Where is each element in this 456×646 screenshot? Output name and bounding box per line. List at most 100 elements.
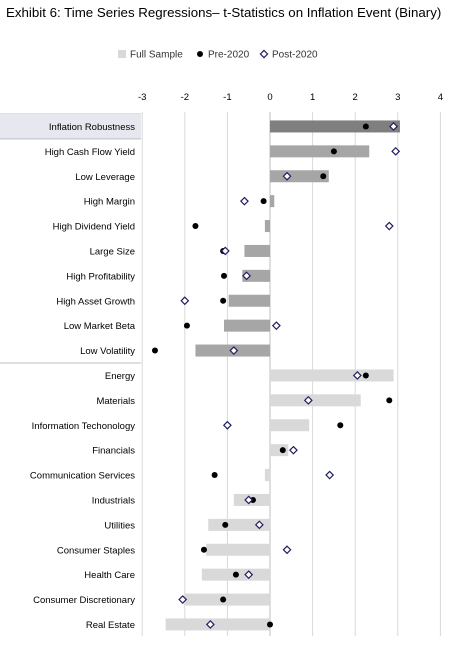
marker-post-2020-energy [352, 371, 362, 380]
marker-post-2020-consumer-staples [282, 545, 292, 555]
category-label-communication-services: Communication Services [30, 471, 135, 482]
marker-post-2020-inflation-robustness [389, 122, 398, 131]
marker-pre-2020-high-profitability [220, 272, 227, 279]
bar-full-sample-low-market-beta [223, 319, 270, 332]
category-label-information-techonology: Information Techonology [32, 421, 136, 432]
bar-full-sample-high-cash-flow-yield [270, 145, 370, 158]
group-bands [0, 113, 141, 364]
category-label-large-size: Large Size [90, 246, 135, 257]
marker-pre-2020-consumer-discretionary [220, 596, 227, 603]
bar-full-sample-high-profitability [242, 269, 270, 282]
marker-pre-2020-high-asset-growth [220, 297, 227, 304]
x-tick-label: 3 [395, 92, 400, 103]
category-label-materials: Materials [96, 396, 135, 407]
legend-label-full-sample: Full Sample [130, 50, 183, 61]
legend-item-pre-2020: Pre-2020 [197, 50, 250, 61]
marker-pre-2020-inflation-robustness [362, 123, 369, 130]
bar-full-sample-large-size [244, 244, 270, 257]
marker-post-2020-real-estate [205, 620, 215, 629]
marker-pre-2020-energy [362, 372, 369, 379]
bar-full-sample-high-margin [270, 195, 275, 208]
marker-pre-2020-communication-services [211, 472, 218, 479]
marker-pre-2020-consumer-staples [200, 546, 207, 553]
marker-post-2020-financials [288, 445, 298, 455]
marker-pre-2020-utilities [222, 521, 229, 528]
legend: Full Sample Pre-2020 Post-2020 [118, 50, 318, 61]
marker-pre-2020-materials [386, 397, 393, 404]
category-label-high-dividend-yield: High Dividend Yield [53, 222, 135, 233]
bar-full-sample-communication-services [264, 469, 270, 482]
category-label-real-estate: Real Estate [86, 620, 135, 631]
legend-item-full-sample: Full Sample [118, 50, 183, 61]
legend-item-post-2020: Post-2020 [259, 49, 318, 61]
category-label-consumer-discretionary: Consumer Discretionary [33, 595, 135, 606]
category-label-inflation-robustness: Inflation Robustness [49, 122, 135, 133]
bar-full-sample-high-dividend-yield [264, 220, 270, 233]
category-labels: Inflation Robustness High Cash Flow Yield… [30, 122, 136, 631]
marker-post-2020-health-care [244, 570, 254, 580]
category-label-high-margin: High Margin [84, 197, 135, 208]
marker-post-2020-low-volatility [229, 346, 239, 355]
marker-pre-2020-high-margin [260, 198, 267, 205]
bar-full-sample-low-leverage [270, 170, 329, 183]
marker-post-2020-industrials [244, 495, 254, 505]
category-label-high-asset-growth: High Asset Growth [56, 296, 135, 307]
marker-pre-2020-high-dividend-yield [192, 223, 199, 230]
bar-full-sample-financials [270, 444, 289, 457]
marker-pre-2020-financials [279, 447, 286, 454]
category-label-consumer-staples: Consumer Staples [57, 545, 135, 556]
marker-post-2020-high-margin [239, 196, 249, 206]
x-tick-label: -3 [138, 92, 146, 103]
category-label-low-market-beta: Low Market Beta [64, 321, 136, 332]
category-label-industrials: Industrials [92, 495, 136, 506]
marker-pre-2020-low-leverage [320, 173, 327, 180]
marker-post-2020-low-leverage [282, 171, 292, 181]
bar-full-sample-consumer-staples [206, 543, 270, 556]
marker-pre-2020-information-techonology [337, 422, 344, 429]
bar-full-sample-information-techonology [270, 419, 310, 432]
category-label-energy: Energy [105, 371, 135, 382]
category-label-financials: Financials [92, 446, 135, 457]
x-tick-label: 0 [267, 92, 272, 103]
marker-post-2020-high-profitability [242, 271, 252, 281]
marker-post-2020-low-market-beta [271, 321, 281, 331]
highlight-row-band [0, 114, 141, 139]
marker-post-2020-utilities [254, 520, 264, 530]
bar-full-sample-consumer-discretionary [184, 593, 270, 606]
marker-pre-2020-real-estate [267, 621, 273, 628]
marker-pre-2020-low-market-beta [183, 322, 190, 329]
category-label-utilities: Utilities [104, 520, 135, 531]
category-label-low-leverage: Low Leverage [75, 172, 135, 183]
marker-pre-2020-low-volatility [151, 347, 158, 354]
bar-full-sample-inflation-robustness [270, 120, 400, 133]
legend-swatch-full-sample [118, 50, 126, 58]
x-tick-label: -2 [181, 92, 189, 103]
marker-post-2020-high-dividend-yield [384, 221, 394, 231]
x-tick-label: 4 [438, 92, 443, 103]
chart-title: Exhibit 6: Time Series Regressions– t-St… [6, 5, 442, 20]
bar-full-sample-energy [270, 369, 394, 382]
marker-post-2020-consumer-discretionary [178, 595, 188, 604]
legend-label-pre-2020: Pre-2020 [208, 50, 250, 61]
category-label-high-cash-flow-yield: High Cash Flow Yield [45, 147, 135, 158]
x-tick-label: -1 [223, 92, 231, 103]
legend-swatch-pre-2020 [197, 51, 203, 57]
marker-post-2020-large-size [220, 246, 230, 256]
category-label-health-care: Health Care [84, 570, 135, 581]
x-tick-label: 1 [310, 92, 315, 103]
marker-post-2020-high-cash-flow-yield [391, 146, 401, 156]
bar-full-sample-utilities [208, 518, 270, 531]
marker-post-2020-information-techonology [222, 420, 232, 430]
marker-post-2020-high-asset-growth [180, 296, 190, 306]
bar-full-sample-real-estate [165, 618, 270, 631]
bar-full-sample-materials [270, 394, 361, 407]
marker-pre-2020-high-cash-flow-yield [330, 148, 337, 155]
x-tick-label: 2 [353, 92, 358, 103]
category-label-high-profitability: High Profitability [66, 271, 135, 282]
bar-full-sample-high-asset-growth [228, 294, 270, 307]
legend-swatch-post-2020 [259, 49, 269, 59]
marker-post-2020-communication-services [325, 470, 335, 480]
legend-label-post-2020: Post-2020 [272, 50, 318, 61]
marker-layer [151, 122, 401, 629]
